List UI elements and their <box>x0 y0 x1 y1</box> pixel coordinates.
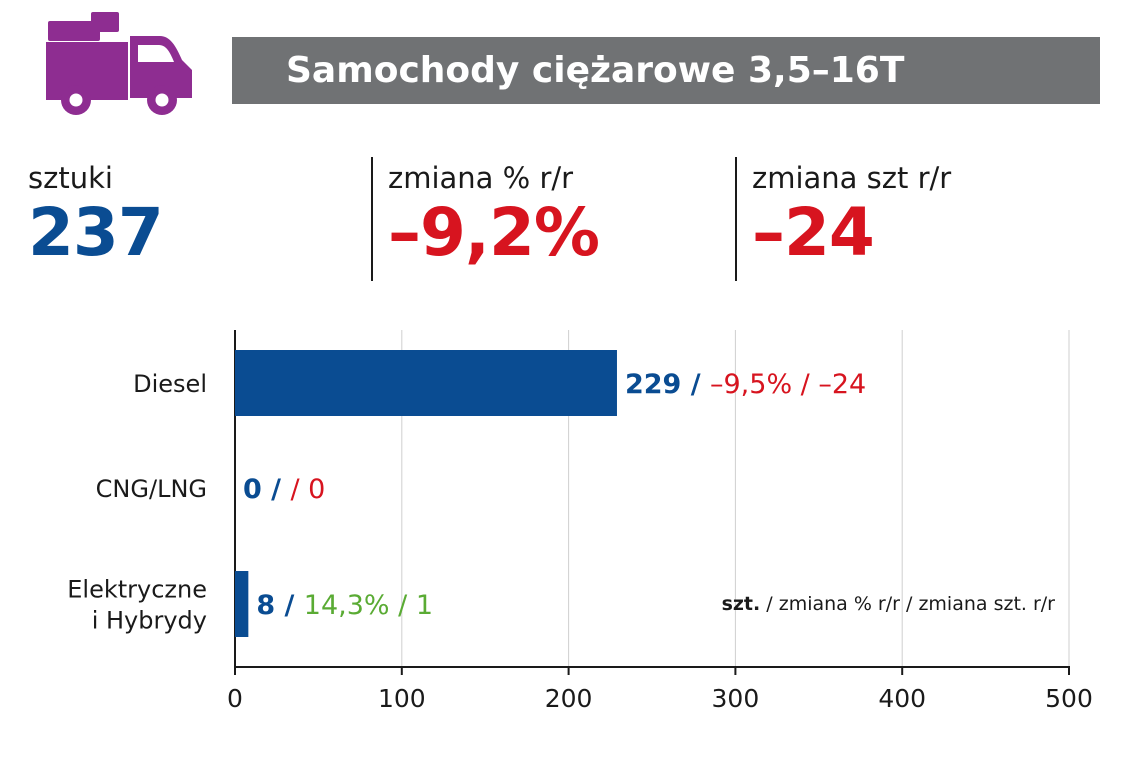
stat-pct-change-label: zmiana % r/r <box>388 161 574 195</box>
category-label: Diesel <box>133 370 207 398</box>
divider <box>371 157 373 281</box>
x-tick-label: 100 <box>378 684 426 713</box>
delivery-truck-icon <box>46 12 192 115</box>
data-label: 229 / –9,5% / –24 <box>625 369 866 400</box>
category-label: CNG/LNG <box>96 475 207 503</box>
x-tick-label: 300 <box>712 684 760 713</box>
data-label-change: / 0 <box>290 474 325 505</box>
category-label: i Hybrydy <box>92 607 207 635</box>
stat-units-change-label: zmiana szt r/r <box>752 161 952 195</box>
data-label-units: 0 / <box>243 474 290 505</box>
divider <box>735 157 737 281</box>
data-label: 8 / 14,3% / 1 <box>256 590 433 621</box>
data-label-units: 229 / <box>625 369 710 400</box>
data-label: 0 / / 0 <box>243 474 325 505</box>
legend-note-rest: / zmiana % r/r / zmiana szt. r/r <box>760 593 1055 615</box>
x-tick-label: 500 <box>1045 684 1093 713</box>
page-title: Samochody ciężarowe 3,5–16T <box>232 37 1100 104</box>
legend-note-bold: szt. <box>722 593 761 615</box>
stat-units-change: zmiana szt r/r –24 <box>752 160 951 270</box>
legend-note: szt. / zmiana % r/r / zmiana szt. r/r <box>722 593 1056 615</box>
stat-pct-change-value: –9,2% <box>388 194 600 271</box>
stat-units-change-value: –24 <box>752 194 875 271</box>
data-label-units: 8 / <box>256 590 303 621</box>
bar <box>235 571 249 637</box>
stat-units-label: sztuki <box>28 161 113 195</box>
category-label: Elektryczne <box>67 576 207 604</box>
x-tick-label: 400 <box>878 684 926 713</box>
bar <box>235 350 617 416</box>
x-tick-label: 200 <box>545 684 593 713</box>
data-label-change: 14,3% / 1 <box>304 590 433 621</box>
stat-units-value: 237 <box>28 194 164 271</box>
data-label-change: –9,5% / –24 <box>710 369 866 400</box>
stat-pct-change: zmiana % r/r –9,2% <box>388 160 600 271</box>
x-tick-label: 0 <box>227 684 243 713</box>
stat-units: sztuki 237 <box>28 160 164 271</box>
